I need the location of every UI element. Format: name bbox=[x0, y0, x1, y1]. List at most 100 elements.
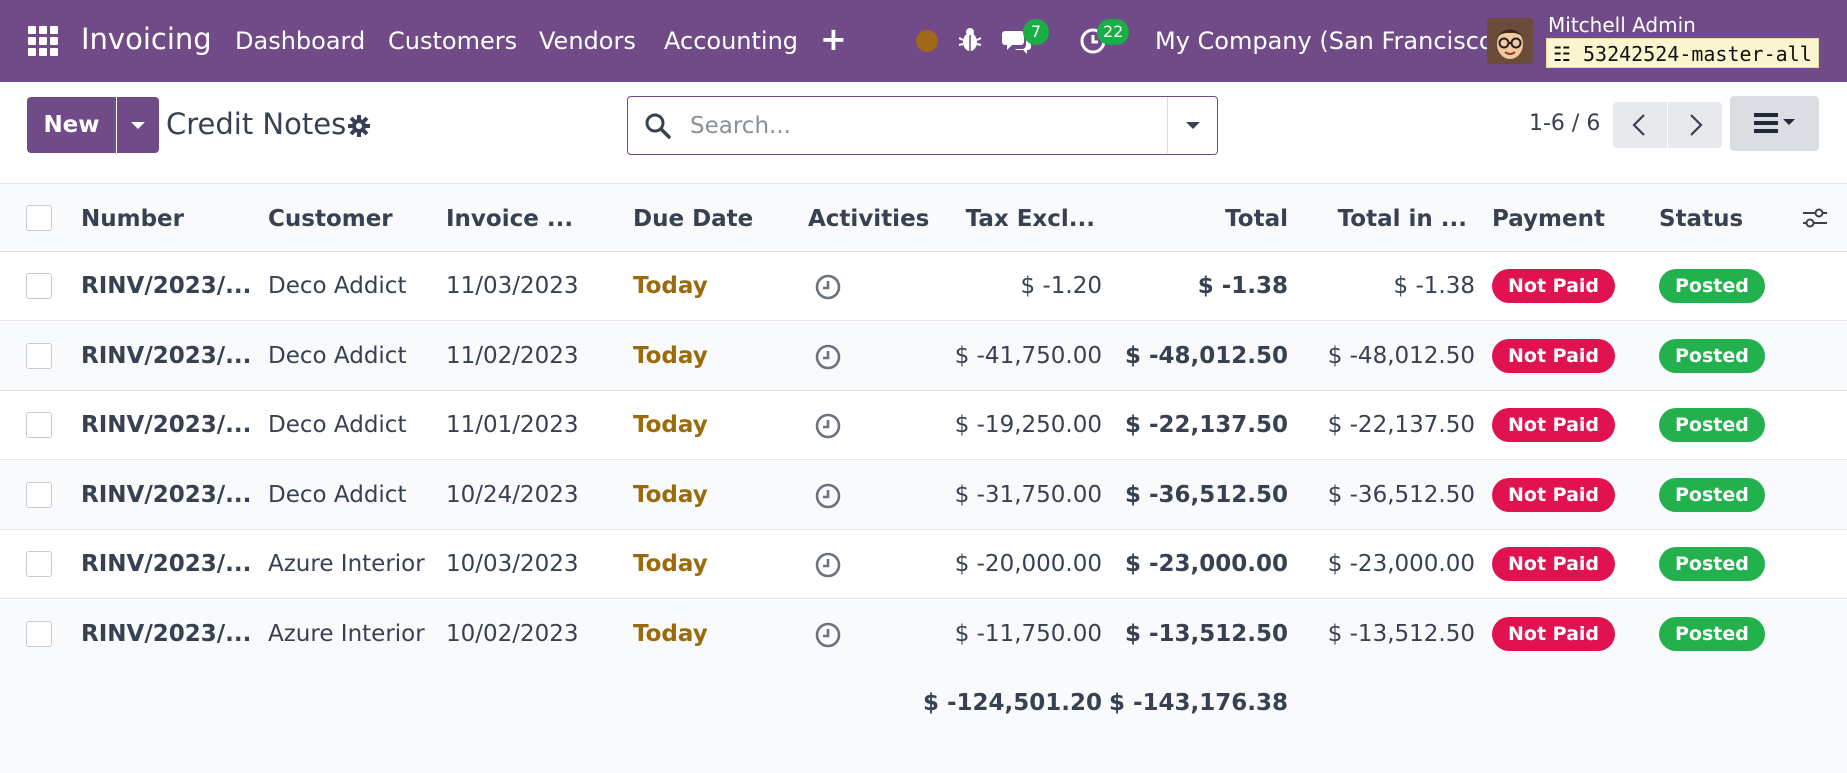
activity-clock-icon[interactable] bbox=[815, 274, 841, 300]
table-row[interactable]: RINV/2023/... Deco Addict 11/03/2023 Today $… bbox=[0, 252, 1847, 321]
new-dropdown-toggle[interactable] bbox=[117, 97, 159, 153]
cell-total-in-currency[interactable]: $ -23,000.00 bbox=[1327, 551, 1475, 577]
cell-tax-excluded[interactable]: $ -41,750.00 bbox=[954, 342, 1102, 369]
activity-clock-icon[interactable] bbox=[815, 483, 841, 509]
row-checkbox[interactable] bbox=[26, 620, 52, 647]
cell-total[interactable]: $ -23,000.00 bbox=[1124, 551, 1288, 577]
table-row[interactable]: RINV/2023/... Azure Interior 10/03/2023 Tod… bbox=[0, 530, 1847, 599]
cell-customer[interactable]: Deco Addict bbox=[268, 342, 407, 369]
bug-icon[interactable] bbox=[958, 26, 982, 54]
activity-clock-icon[interactable] bbox=[815, 344, 841, 370]
cell-customer[interactable]: Azure Interior bbox=[268, 551, 425, 577]
column-header-activities[interactable]: Activities bbox=[808, 206, 930, 232]
cell-total-in-currency[interactable]: $ -22,137.50 bbox=[1327, 412, 1475, 438]
row-checkbox[interactable] bbox=[26, 342, 52, 369]
cell-number[interactable]: RINV/2023/... bbox=[81, 481, 252, 508]
cell-tax-excluded[interactable]: $ -20,000.00 bbox=[954, 551, 1102, 577]
table-row[interactable]: RINV/2023/... Deco Addict 11/01/2023 Today $… bbox=[0, 391, 1847, 460]
column-header-customer[interactable]: Customer bbox=[268, 206, 393, 232]
cell-invoice-date[interactable]: 11/02/2023 bbox=[446, 342, 579, 369]
plus-icon[interactable]: + bbox=[820, 20, 847, 58]
cell-number[interactable]: RINV/2023/... bbox=[81, 342, 252, 369]
cell-tax-excluded[interactable]: $ -31,750.00 bbox=[954, 481, 1102, 508]
cell-total[interactable]: $ -13,512.50 bbox=[1124, 620, 1288, 647]
cell-due-date[interactable]: Today bbox=[633, 273, 708, 299]
activity-clock-icon[interactable] bbox=[815, 622, 841, 648]
view-switcher-button[interactable] bbox=[1730, 96, 1819, 151]
row-checkbox[interactable] bbox=[26, 273, 52, 299]
column-header-invoice-date[interactable]: Invoice ... bbox=[446, 206, 574, 232]
cell-due-date[interactable]: Today bbox=[633, 412, 708, 438]
cell-number[interactable]: RINV/2023/... bbox=[81, 412, 252, 438]
payment-badge: Not Paid bbox=[1492, 547, 1616, 581]
cell-invoice-date[interactable]: 11/03/2023 bbox=[446, 273, 579, 299]
row-checkbox[interactable] bbox=[26, 412, 52, 438]
cell-due-date[interactable]: Today bbox=[633, 342, 708, 369]
search-input[interactable] bbox=[690, 105, 1180, 147]
cell-total[interactable]: $ -48,012.50 bbox=[1124, 342, 1288, 369]
menu-dashboard[interactable]: Dashboard bbox=[235, 27, 366, 55]
user-name[interactable]: Mitchell Admin bbox=[1548, 13, 1696, 37]
cell-total-in-currency[interactable]: $ -13,512.50 bbox=[1327, 620, 1475, 647]
activity-clock-icon[interactable] bbox=[815, 413, 841, 439]
payment-badge: Not Paid bbox=[1492, 269, 1616, 303]
app-menu-icon[interactable] bbox=[28, 26, 60, 56]
cell-total[interactable]: $ -22,137.50 bbox=[1124, 412, 1288, 438]
cell-number[interactable]: RINV/2023/... bbox=[81, 620, 252, 647]
column-header-number[interactable]: Number bbox=[81, 206, 184, 232]
column-header-status[interactable]: Status bbox=[1659, 206, 1744, 232]
payment-badge: Not Paid bbox=[1492, 477, 1616, 512]
cell-total[interactable]: $ -36,512.50 bbox=[1124, 481, 1288, 508]
menu-accounting[interactable]: Accounting bbox=[664, 27, 799, 55]
cell-total-in-currency[interactable]: $ -1.38 bbox=[1393, 273, 1475, 299]
status-dot-icon[interactable] bbox=[916, 30, 938, 52]
row-checkbox[interactable] bbox=[26, 481, 52, 508]
cell-invoice-date[interactable]: 11/01/2023 bbox=[446, 412, 579, 438]
avatar[interactable] bbox=[1487, 18, 1533, 64]
cell-invoice-date[interactable]: 10/02/2023 bbox=[446, 620, 579, 647]
search-options-toggle[interactable] bbox=[1167, 97, 1217, 153]
cell-customer[interactable]: Azure Interior bbox=[268, 620, 425, 647]
cell-due-date[interactable]: Today bbox=[633, 481, 708, 508]
payment-badge: Not Paid bbox=[1492, 408, 1616, 442]
table-header: Number Customer Invoice ... Due Date Act… bbox=[0, 183, 1847, 252]
table-row[interactable]: RINV/2023/... Deco Addict 10/24/2023 Today $… bbox=[0, 460, 1847, 530]
cell-tax-excluded[interactable]: $ -1.20 bbox=[1020, 273, 1102, 299]
cell-invoice-date[interactable]: 10/24/2023 bbox=[446, 481, 579, 508]
table-row[interactable]: RINV/2023/... Deco Addict 11/02/2023 Today $… bbox=[0, 321, 1847, 391]
cell-number[interactable]: RINV/2023/... bbox=[81, 551, 252, 577]
cell-customer[interactable]: Deco Addict bbox=[268, 273, 407, 299]
company-switcher[interactable]: My Company (San Francisco) bbox=[1155, 27, 1503, 55]
column-header-total-in-currency[interactable]: Total in ... bbox=[1337, 206, 1467, 232]
app-name[interactable]: Invoicing bbox=[81, 22, 212, 56]
pager-next-button[interactable] bbox=[1668, 102, 1722, 148]
column-header-payment[interactable]: Payment bbox=[1492, 206, 1605, 232]
cell-invoice-date[interactable]: 10/03/2023 bbox=[446, 551, 579, 577]
cell-due-date[interactable]: Today bbox=[633, 620, 708, 647]
cell-due-date[interactable]: Today bbox=[633, 551, 708, 577]
search-icon bbox=[645, 113, 671, 139]
column-header-tax-excluded[interactable]: Tax Excl... bbox=[965, 206, 1095, 232]
new-button[interactable]: New bbox=[27, 97, 116, 153]
cell-total-in-currency[interactable]: $ -36,512.50 bbox=[1327, 481, 1475, 508]
column-header-due-date[interactable]: Due Date bbox=[633, 206, 754, 232]
cell-total-in-currency[interactable]: $ -48,012.50 bbox=[1327, 342, 1475, 369]
cell-total[interactable]: $ -1.38 bbox=[1197, 273, 1288, 299]
pager-previous-button[interactable] bbox=[1613, 102, 1667, 148]
row-checkbox[interactable] bbox=[26, 551, 52, 577]
table-row[interactable]: RINV/2023/... Azure Interior 10/02/2023 Tod… bbox=[0, 599, 1847, 669]
cell-customer[interactable]: Deco Addict bbox=[268, 481, 407, 508]
optional-columns-icon[interactable] bbox=[1802, 206, 1828, 230]
activity-clock-icon[interactable] bbox=[815, 552, 841, 578]
select-all-checkbox[interactable] bbox=[26, 205, 52, 231]
gear-icon[interactable] bbox=[347, 114, 371, 138]
table-footer-totals: $ -124,501.20 $ -143,176.38 bbox=[0, 668, 1847, 773]
pager-value[interactable]: 1-6 / 6 bbox=[1529, 111, 1601, 136]
column-header-total[interactable]: Total bbox=[1225, 206, 1288, 232]
menu-customers[interactable]: Customers bbox=[388, 27, 518, 55]
cell-number[interactable]: RINV/2023/... bbox=[81, 273, 252, 299]
cell-tax-excluded[interactable]: $ -19,250.00 bbox=[954, 412, 1102, 438]
cell-tax-excluded[interactable]: $ -11,750.00 bbox=[954, 620, 1102, 647]
cell-customer[interactable]: Deco Addict bbox=[268, 412, 407, 438]
menu-vendors[interactable]: Vendors bbox=[539, 27, 636, 55]
